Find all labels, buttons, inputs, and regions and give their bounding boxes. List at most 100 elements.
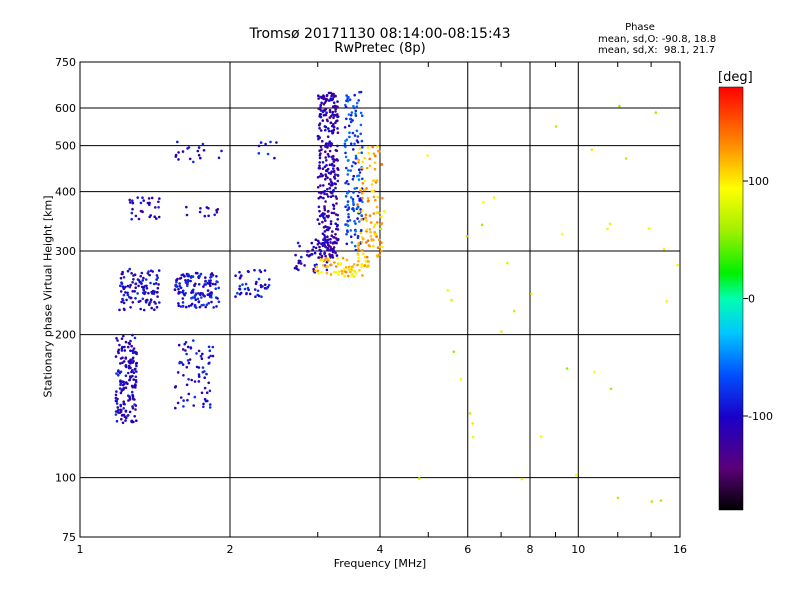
data-point — [355, 129, 359, 133]
data-point — [208, 403, 212, 406]
data-point — [335, 158, 339, 161]
data-point — [318, 164, 321, 167]
data-point — [216, 297, 219, 300]
data-point — [195, 352, 198, 355]
data-point — [359, 111, 363, 115]
data-point — [241, 283, 244, 286]
data-point — [336, 115, 340, 118]
data-point — [329, 115, 333, 118]
data-point — [647, 227, 651, 230]
data-point — [368, 157, 372, 161]
data-point — [335, 197, 339, 200]
data-point — [295, 265, 298, 268]
data-point — [209, 284, 212, 288]
data-point — [348, 219, 352, 222]
data-point — [352, 160, 355, 164]
data-point — [178, 360, 182, 364]
data-point — [155, 274, 159, 277]
data-point — [373, 233, 377, 236]
data-point — [206, 293, 210, 297]
data-point — [344, 205, 347, 209]
data-point — [346, 173, 350, 176]
data-point — [336, 173, 340, 177]
data-point — [211, 282, 215, 286]
data-point — [336, 144, 339, 148]
data-point — [293, 266, 297, 270]
data-point — [186, 278, 190, 282]
data-point — [149, 300, 152, 304]
data-point — [239, 291, 243, 295]
data-point — [349, 117, 352, 121]
data-point — [134, 408, 137, 411]
data-point — [123, 415, 127, 419]
data-point — [329, 97, 333, 100]
data-point — [201, 370, 205, 374]
data-point — [343, 142, 347, 146]
data-point — [182, 374, 185, 377]
data-point — [263, 287, 267, 290]
data-point — [151, 270, 154, 273]
data-point — [352, 274, 356, 278]
data-point — [347, 113, 351, 116]
x-tick-label: 8 — [527, 543, 534, 556]
data-point — [130, 211, 134, 215]
data-point — [331, 194, 335, 198]
data-point — [128, 201, 132, 204]
data-point — [324, 125, 328, 129]
data-point — [115, 399, 118, 403]
data-point — [117, 369, 120, 372]
data-point — [313, 263, 317, 267]
data-point — [120, 337, 124, 341]
data-point — [236, 291, 239, 295]
data-point — [349, 113, 353, 117]
data-point — [347, 182, 350, 186]
data-point — [349, 229, 353, 232]
data-point — [344, 151, 347, 155]
data-point — [130, 272, 133, 275]
data-point — [361, 209, 365, 212]
data-point — [190, 378, 193, 382]
data-point — [350, 241, 354, 244]
data-point — [332, 101, 336, 104]
data-point — [128, 410, 132, 414]
data-point — [177, 343, 181, 347]
data-point — [361, 146, 364, 149]
data-point — [360, 228, 363, 232]
data-point — [330, 129, 334, 133]
data-point — [349, 169, 353, 172]
data-point — [197, 274, 201, 278]
data-point — [321, 119, 325, 122]
data-point — [325, 111, 328, 114]
data-point — [324, 150, 327, 153]
data-point — [156, 295, 159, 298]
data-point — [129, 361, 132, 365]
colorbar-ticks: 100 0 -100 — [743, 175, 773, 423]
data-point — [120, 282, 124, 285]
data-point — [379, 227, 383, 231]
data-point — [191, 296, 194, 299]
data-point — [349, 270, 352, 274]
chart-subtitle: RwPretec (8p) — [334, 41, 426, 56]
data-point — [357, 245, 360, 249]
data-point — [177, 304, 180, 308]
data-point — [177, 302, 180, 305]
data-point — [119, 404, 122, 408]
data-point — [131, 290, 134, 293]
data-point — [129, 283, 132, 287]
data-point — [134, 297, 137, 300]
data-point — [122, 400, 125, 404]
data-point — [345, 258, 349, 262]
data-point — [359, 231, 363, 235]
data-point — [331, 256, 335, 259]
data-point — [244, 282, 248, 286]
data-point — [349, 235, 353, 238]
data-point — [352, 148, 355, 151]
data-point — [363, 156, 366, 160]
data-point — [316, 218, 320, 221]
data-point — [347, 215, 350, 219]
data-point — [207, 301, 210, 305]
data-point — [150, 290, 153, 294]
data-point — [210, 274, 213, 278]
data-point — [366, 196, 370, 200]
data-point — [126, 291, 129, 295]
